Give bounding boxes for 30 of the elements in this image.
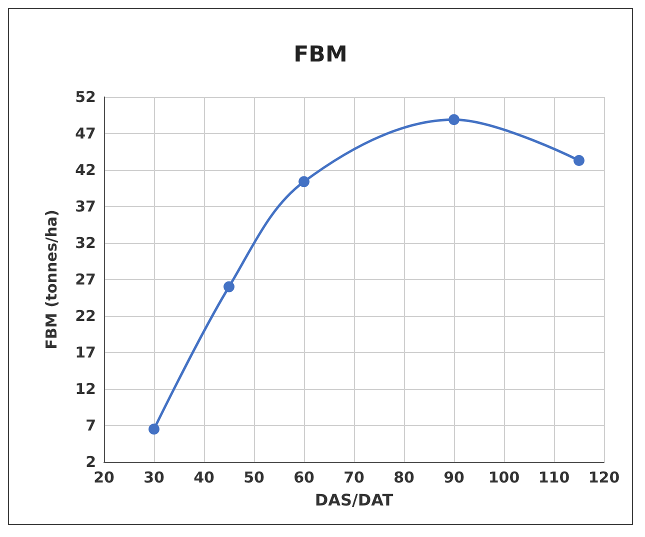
chart-title: FBM — [294, 42, 348, 68]
x-tick-label: 120 — [588, 468, 620, 486]
x-tick-label: 60 — [294, 468, 314, 486]
point — [574, 155, 584, 166]
y-tick-label: 17 — [75, 344, 96, 362]
x-tick-label: 50 — [244, 468, 264, 486]
y-tick-label: 22 — [75, 307, 96, 325]
y-tick-label: 47 — [75, 124, 96, 142]
y-tick-label: 52 — [75, 88, 96, 106]
y-tick-label: 7 — [86, 416, 96, 434]
y-tick-label: 42 — [75, 161, 96, 179]
point — [448, 114, 460, 126]
y-tick-label: 32 — [75, 234, 96, 252]
x-tick-label: 90 — [444, 468, 464, 486]
x-axis-title: DAS/DAT — [314, 490, 394, 510]
y-tick-label: 2 — [86, 453, 96, 471]
y-tick-label: 12 — [75, 380, 96, 398]
y-axis-title: FBM (tonnes/ha) — [42, 210, 60, 350]
x-tick-label: 70 — [344, 468, 364, 486]
x-tick-label: 100 — [488, 468, 520, 486]
point — [224, 281, 234, 292]
y-tick-label: 27 — [75, 270, 96, 288]
x-tick-label: 40 — [194, 468, 214, 486]
x-tick-label: 20 — [94, 468, 114, 486]
x-tick-label: 30 — [144, 468, 164, 486]
x-tick-label: 110 — [538, 468, 570, 486]
point — [148, 424, 160, 435]
x-tick-label: 80 — [394, 468, 414, 486]
point — [298, 176, 310, 188]
y-tick-label: 37 — [75, 198, 96, 216]
